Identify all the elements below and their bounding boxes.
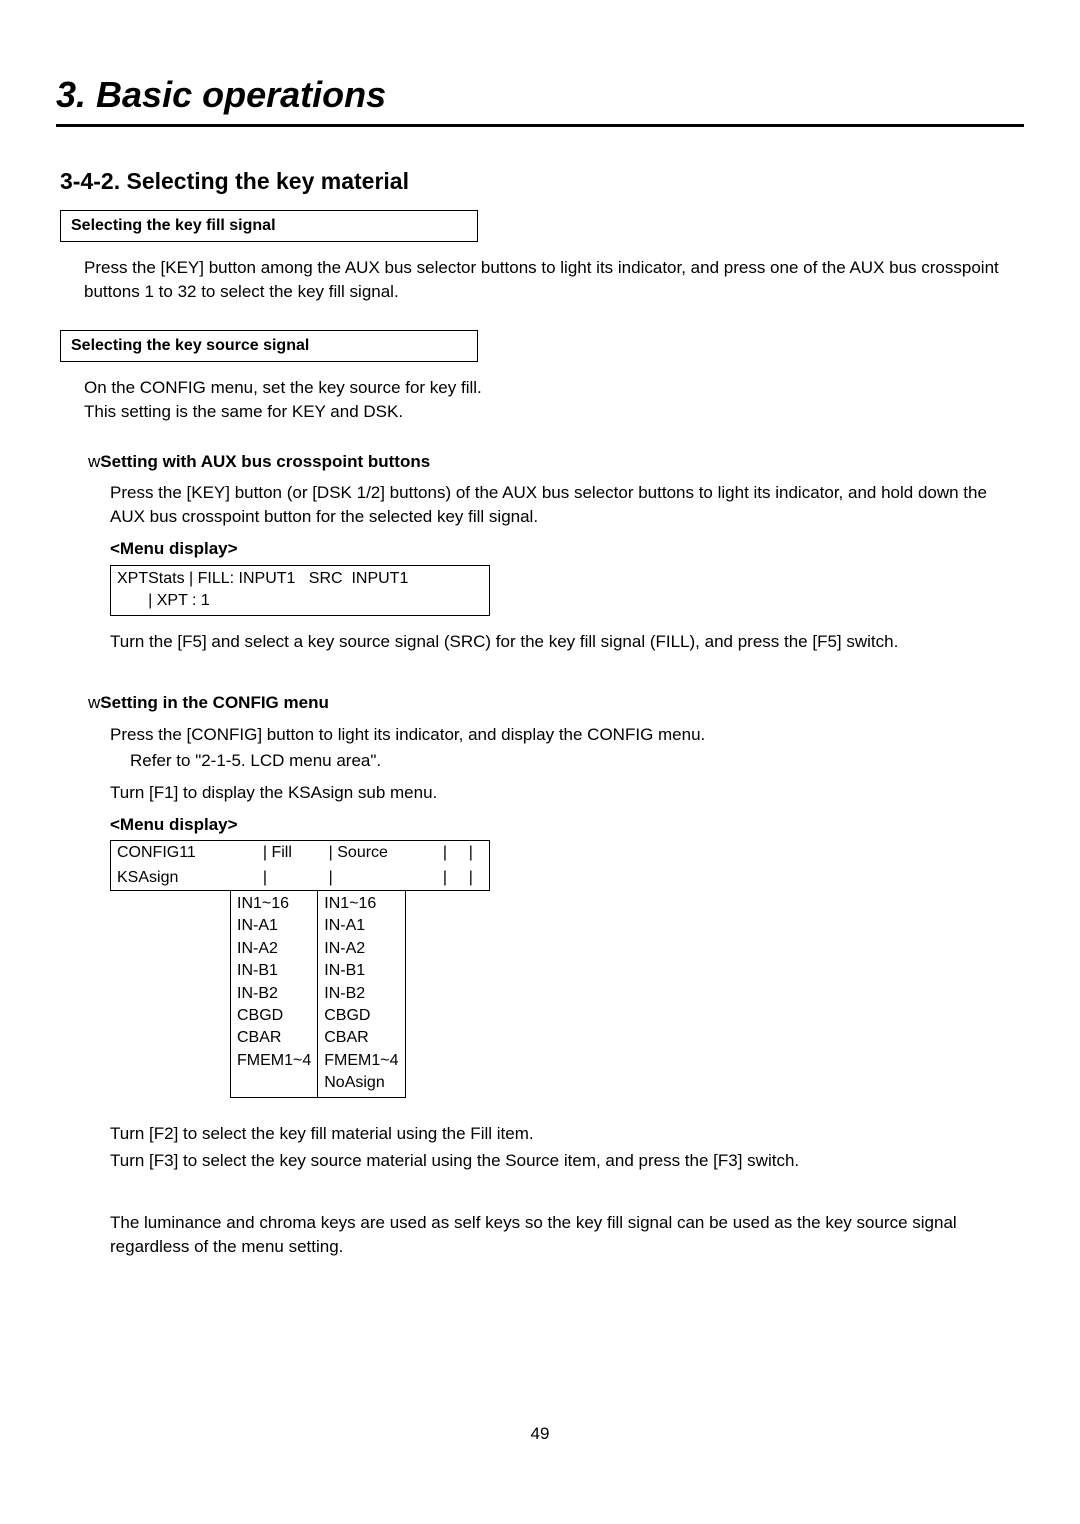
para-d: The luminance and chroma keys are used a… <box>56 1211 1024 1259</box>
fill-opt: CBAR <box>237 1027 311 1049</box>
cfg-l2-e: | <box>463 866 490 891</box>
para-a2: Turn the [F5] and select a key source si… <box>56 630 1024 654</box>
para-b2: Turn [F1] to display the KSAsign sub men… <box>56 781 1024 805</box>
setting-a-label: Setting with AUX bus crosspoint buttons <box>100 452 430 471</box>
cfg-l1-d: | <box>437 841 463 866</box>
src-opt: NoAsign <box>324 1072 398 1094</box>
setting-a-prefix: w <box>88 452 100 471</box>
menu-display-label-2: <Menu display> <box>56 813 1024 837</box>
src-opt: IN-A2 <box>324 938 398 960</box>
para-c2: Turn [F3] to select the key source mater… <box>56 1149 1024 1173</box>
lcd-box-1: XPTStats | FILL: INPUT1 SRC INPUT1 | XPT… <box>110 565 490 616</box>
setting-b-label: Setting in the CONFIG menu <box>100 693 329 712</box>
cfg-l1-e: | <box>463 841 490 866</box>
fill-opt: IN-A1 <box>237 915 311 937</box>
lcd1-line1: XPTStats | FILL: INPUT1 SRC INPUT1 <box>117 568 483 590</box>
fill-opt: FMEM1~4 <box>237 1050 311 1072</box>
src-opt: CBAR <box>324 1027 398 1049</box>
para-b1: Press the [CONFIG] button to light its i… <box>56 723 1024 747</box>
body-para-2b: This setting is the same for KEY and DSK… <box>84 400 1024 424</box>
fill-opt: CBGD <box>237 1005 311 1027</box>
cfg-l2-b: | <box>257 866 323 891</box>
cfg-l1-a: CONFIG11 <box>111 841 257 866</box>
body-para-2a: On the CONFIG menu, set the key source f… <box>84 376 1024 400</box>
para-a: Press the [KEY] button (or [DSK 1/2] but… <box>56 481 1024 529</box>
fill-opt: IN-B1 <box>237 960 311 982</box>
para-b1-ref: Refer to "2-1-5. LCD menu area". <box>56 749 1024 773</box>
subheading-box-fill: Selecting the key fill signal <box>60 210 478 242</box>
setting-b-heading: wSetting in the CONFIG menu <box>56 691 1024 715</box>
subheading-box-source: Selecting the key source signal <box>60 330 478 362</box>
page-number: 49 <box>56 1422 1024 1446</box>
fill-opt: IN-B2 <box>237 983 311 1005</box>
section-heading: 3-4-2. Selecting the key material <box>56 165 1024 197</box>
body-para-1: Press the [KEY] button among the AUX bus… <box>56 256 1024 304</box>
cfg-l2-a: KSAsign <box>111 866 257 891</box>
fill-options-col: IN1~16 IN-A1 IN-A2 IN-B1 IN-B2 CBGD CBAR… <box>230 891 318 1098</box>
page-title: 3. Basic operations <box>56 70 1024 127</box>
src-opt: IN1~16 <box>324 893 398 915</box>
cfg-l1-b: | Fill <box>257 841 323 866</box>
src-opt: IN-B2 <box>324 983 398 1005</box>
src-opt: FMEM1~4 <box>324 1050 398 1072</box>
fill-opt: IN-A2 <box>237 938 311 960</box>
source-options-col: IN1~16 IN-A1 IN-A2 IN-B1 IN-B2 CBGD CBAR… <box>318 891 405 1098</box>
setting-b-prefix: w <box>88 693 100 712</box>
lcd1-line2: | XPT : 1 <box>117 590 483 612</box>
cfg-l2-d: | <box>437 866 463 891</box>
body-para-2: On the CONFIG menu, set the key source f… <box>56 376 1024 424</box>
config-lcd-box: CONFIG11 | Fill | Source | | KSAsign | |… <box>110 840 490 891</box>
menu-display-label-1: <Menu display> <box>56 537 1024 561</box>
src-opt: IN-B1 <box>324 960 398 982</box>
cfg-l1-c: | Source <box>323 841 437 866</box>
setting-a-heading: wSetting with AUX bus crosspoint buttons <box>56 450 1024 474</box>
para-c1: Turn [F2] to select the key fill materia… <box>56 1122 1024 1146</box>
fill-opt: IN1~16 <box>237 893 311 915</box>
src-opt: CBGD <box>324 1005 398 1027</box>
src-opt: IN-A1 <box>324 915 398 937</box>
options-row: IN1~16 IN-A1 IN-A2 IN-B1 IN-B2 CBGD CBAR… <box>110 891 1024 1098</box>
cfg-l2-c: | <box>323 866 437 891</box>
